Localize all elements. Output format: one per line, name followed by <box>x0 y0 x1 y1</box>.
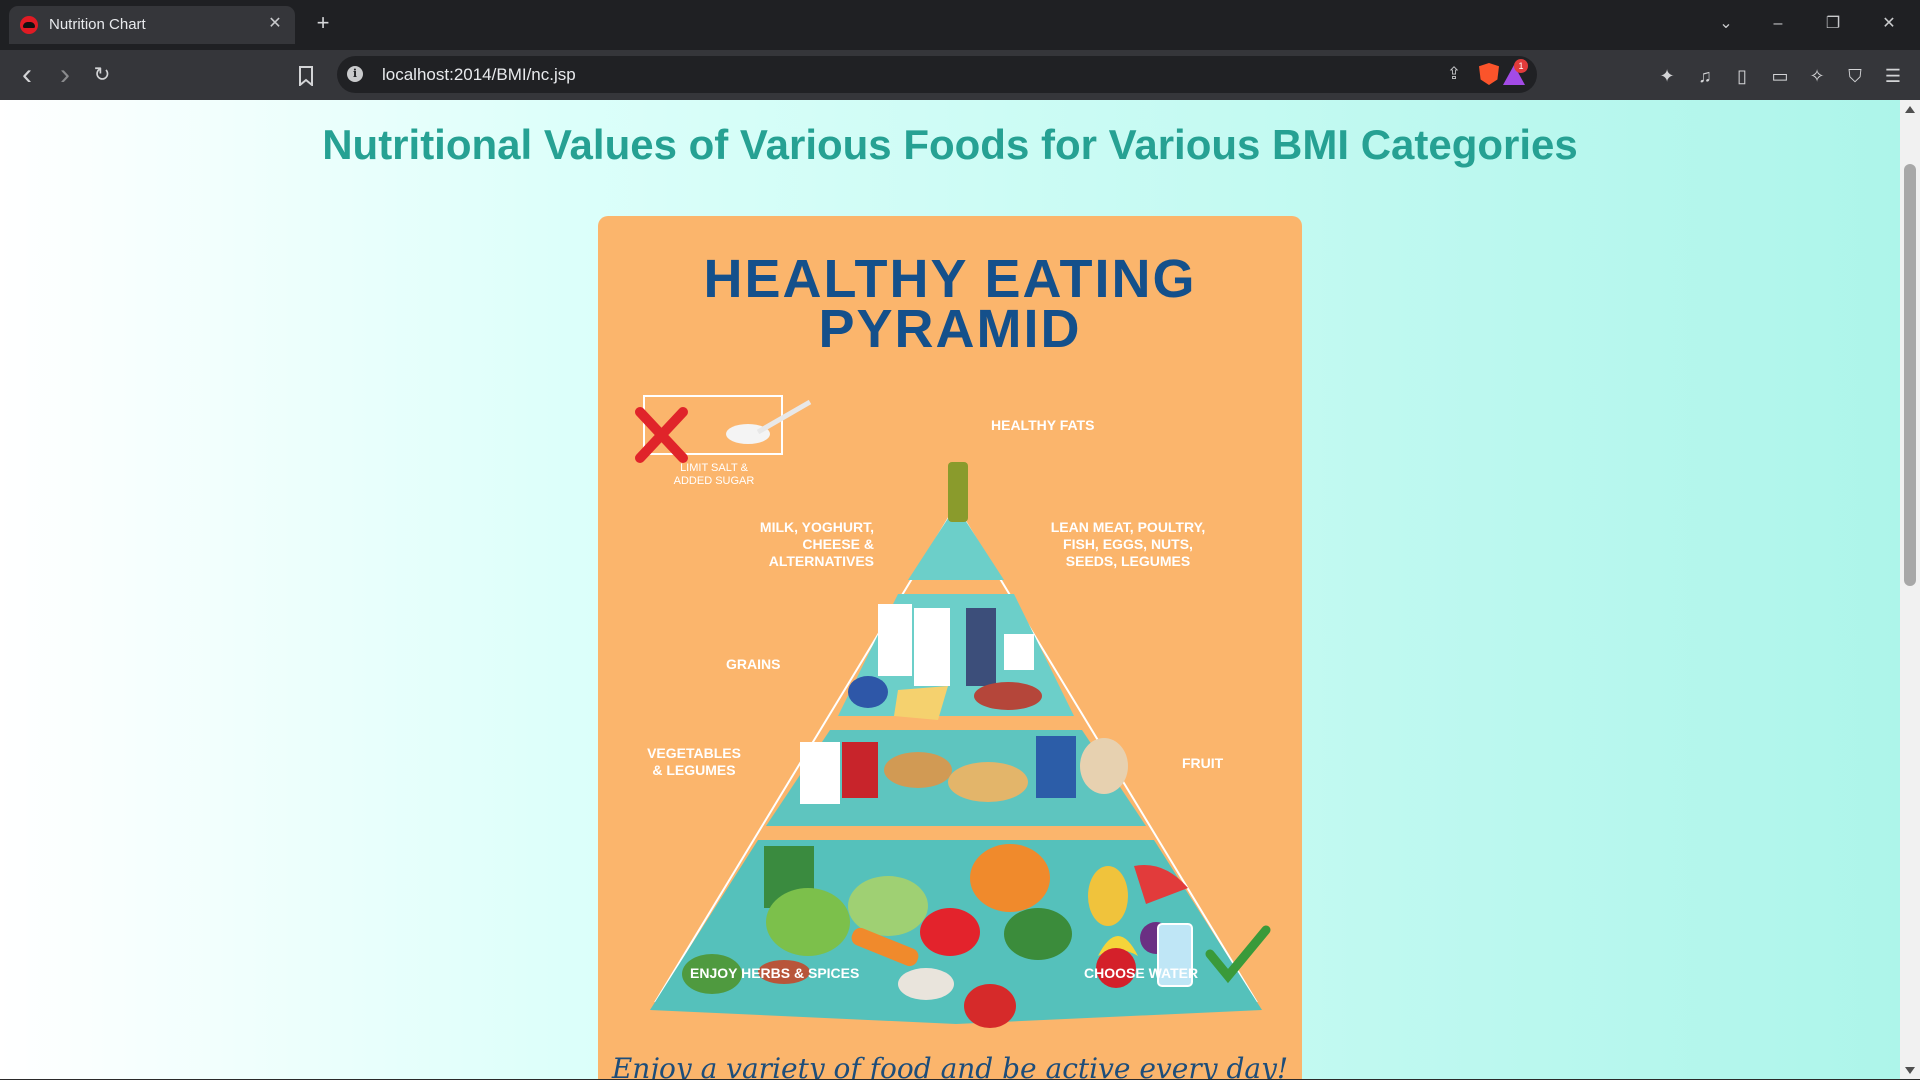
pumpkin-icon <box>970 844 1050 912</box>
back-button[interactable]: ‹ <box>22 58 32 91</box>
cereal-box-icon <box>1036 736 1076 798</box>
poster-heading-line2: PYRAMID <box>818 299 1082 359</box>
tomato-icon <box>964 984 1016 1028</box>
menu-icon[interactable]: ☰ <box>1884 66 1902 86</box>
leo-icon[interactable]: ✧ <box>1809 66 1825 86</box>
spoon-handle <box>756 399 812 435</box>
cheese-icon <box>894 686 948 720</box>
oats-icon <box>1080 738 1128 794</box>
meat-icon <box>974 682 1042 710</box>
address-bar[interactable]: i localhost:2014/BMI/nc.jsp ⇪ 1 <box>337 56 1537 93</box>
forward-button[interactable]: › <box>60 58 70 91</box>
scrollbar-thumb[interactable] <box>1904 164 1916 586</box>
minimize-button[interactable]: – <box>1773 15 1783 32</box>
soy-milk-icon <box>914 608 950 686</box>
label-limit-salt-sugar: LIMIT SALT & ADDED SUGAR <box>673 462 755 487</box>
pyramid-illustration <box>635 395 1271 1028</box>
restore-button[interactable]: ❐ <box>1825 15 1841 32</box>
herbs-icon <box>682 954 742 994</box>
site-info-icon[interactable]: i <box>347 66 363 82</box>
label-dairy: MILK, YOGHURT, CHEESE & ALTERNATIVES <box>759 519 874 569</box>
watermelon-icon <box>1134 864 1188 904</box>
lentils-can-icon <box>966 608 996 686</box>
sidebar-icon[interactable]: ▯ <box>1737 66 1747 86</box>
redhat-icon <box>20 16 38 34</box>
label-choose-water: CHOOSE WATER <box>1084 965 1199 981</box>
checkmark-icon <box>1205 925 1271 984</box>
close-window-button[interactable]: ✕ <box>1882 15 1896 32</box>
page-viewport: Nutritional Values of Various Foods for … <box>0 100 1900 1079</box>
bookmark-icon[interactable] <box>293 63 319 89</box>
quinoa-box-icon <box>800 742 840 804</box>
apple-icon <box>1096 948 1136 988</box>
bread-icon <box>884 752 952 788</box>
share-icon[interactable]: ⇪ <box>1446 64 1462 83</box>
wallet-icon[interactable]: ▭ <box>1771 66 1789 86</box>
healthy-eating-pyramid-image: HEALTHY EATING PYRAMID <box>598 216 1302 1079</box>
tier-fats <box>908 506 1004 580</box>
reload-button[interactable]: ↻ <box>93 64 111 86</box>
spice-icon <box>758 960 810 984</box>
vpn-icon[interactable]: ⛉ <box>1848 66 1862 86</box>
tab-search-icon[interactable]: ⌄ <box>1719 15 1733 32</box>
page-title: Nutritional Values of Various Foods for … <box>322 121 1578 168</box>
cabbage-icon <box>848 876 928 936</box>
new-tab-button[interactable]: + <box>316 10 330 35</box>
milk-carton-icon <box>878 604 912 676</box>
close-tab-icon[interactable]: ✕ <box>268 15 282 32</box>
tofu-icon <box>1004 634 1034 670</box>
poster-heading-line1: HEALTHY EATING <box>703 249 1197 309</box>
puzzle-icon[interactable]: ✦ <box>1659 66 1675 86</box>
yoghurt-icon <box>848 676 888 708</box>
label-healthy-fats: HEALTHY FATS <box>991 417 1095 433</box>
poster-slogan: Enjoy a variety of food and be active ev… <box>611 1052 1289 1079</box>
water-glass-icon <box>1157 923 1193 987</box>
page-scrollbar[interactable] <box>1900 100 1920 1080</box>
music-icon[interactable]: ♫ <box>1698 66 1712 86</box>
tab-title: Nutrition Chart <box>49 16 146 33</box>
capsicum-icon <box>920 908 980 956</box>
rewards-badge: 1 <box>1514 59 1528 73</box>
couscous-box-icon <box>842 742 878 798</box>
poster-heading: HEALTHY EATING PYRAMID <box>598 249 1302 359</box>
label-vegetables: VEGETABLES & LEGUMES <box>647 745 741 778</box>
carrot-icon <box>851 927 919 967</box>
lettuce-icon <box>766 888 850 956</box>
tab-nutrition-chart[interactable]: Nutrition Chart ✕ <box>9 6 295 44</box>
label-herbs-spices: ENJOY HERBS & SPICES <box>690 965 860 981</box>
label-protein: LEAN MEAT, POULTRY, FISH, EGGS, NUTS, SE… <box>1050 519 1206 569</box>
browser-toolbar: ‹ › ↻ i localhost:2014/BMI/nc.jsp ⇪ 1 ✦ … <box>0 50 1920 100</box>
cross-icon <box>635 407 688 463</box>
limit-box <box>643 395 783 455</box>
scroll-down-arrow-icon[interactable] <box>1905 1067 1915 1074</box>
label-fruit: FRUIT <box>1182 755 1224 771</box>
scroll-up-arrow-icon[interactable] <box>1905 106 1915 113</box>
pineapple-icon <box>1088 866 1128 926</box>
brave-shields-icon[interactable] <box>1479 63 1499 85</box>
broccoli-icon <box>1004 908 1072 960</box>
crackers-icon <box>948 762 1028 802</box>
label-grains: GRAINS <box>726 656 781 672</box>
oil-bottle-icon <box>948 462 968 522</box>
mushroom-icon <box>898 968 954 1000</box>
tab-strip: Nutrition Chart ✕ + ⌄ – ❐ ✕ <box>0 0 1920 50</box>
url-text[interactable]: localhost:2014/BMI/nc.jsp <box>382 65 576 84</box>
